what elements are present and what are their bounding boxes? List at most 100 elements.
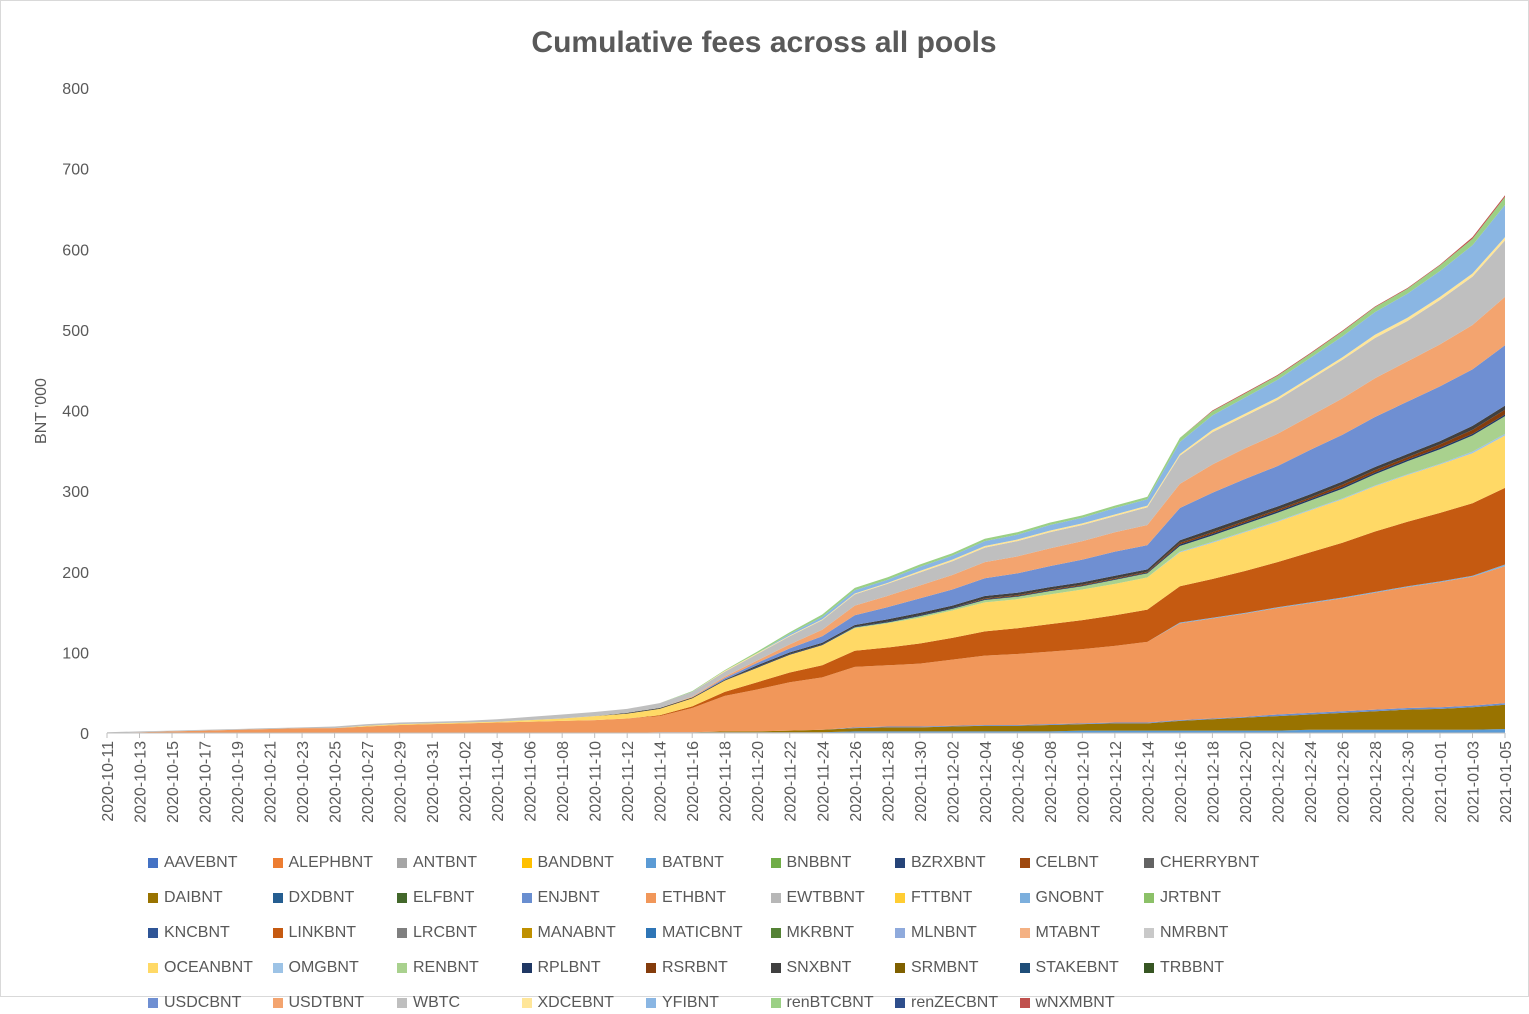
legend-item-ANTBNT: ANTBNT [397, 852, 477, 874]
x-tick-label: 2020-11-24 [815, 741, 832, 822]
legend-swatch [646, 963, 656, 973]
x-tick-label: 2020-11-28 [880, 741, 897, 822]
legend-item-LINKBNT: LINKBNT [272, 922, 357, 944]
legend-item-DXDBNT: DXDBNT [272, 887, 355, 909]
legend-swatch [272, 963, 283, 973]
legend-label: MATICBNT [662, 924, 743, 941]
chart-title: Cumulative fees across all pools [531, 26, 996, 59]
x-tick-label: 2020-11-22 [783, 741, 800, 822]
area-series-LINKBNT [107, 487, 1505, 733]
x-tick-label: 2020-10-29 [393, 741, 410, 823]
legend-label: KNCBNT [164, 924, 230, 941]
x-tick-label: 2020-12-08 [1043, 741, 1060, 823]
y-axis-label: BNT '000 [33, 378, 50, 444]
legend-swatch [521, 998, 532, 1008]
legend-label: DXDBNT [288, 889, 355, 906]
x-tick-label: 2020-12-28 [1368, 741, 1385, 823]
x-tick-label: 2020-12-04 [978, 741, 995, 823]
legend-item-USDTBNT: USDTBNT [272, 992, 364, 1014]
legend-item-RSRBNT: RSRBNT [646, 957, 728, 979]
legend-item-ETHBNT: ETHBNT [646, 887, 726, 909]
legend-label: TRBBNT [1160, 959, 1224, 976]
legend-label: RPLBNT [537, 959, 601, 976]
x-tick-label: 2020-12-24 [1303, 741, 1320, 823]
x-tick-label: 2020-12-18 [1205, 741, 1222, 823]
legend-swatch [397, 928, 407, 938]
legend-swatch [148, 963, 158, 973]
legend-label: AAVEBNT [164, 854, 238, 871]
legend-item-ALEPHBNT: ALEPHBNT [272, 852, 373, 874]
y-tick-label: 600 [62, 242, 89, 259]
legend-item-MKRBNT: MKRBNT [770, 922, 854, 944]
y-axis-ticks: 0 100 200 300 400 500 600 700 800 [62, 81, 89, 743]
legend-swatch [646, 998, 656, 1008]
legend-swatch [272, 893, 283, 903]
legend-label: MTABNT [1035, 924, 1101, 941]
legend-label: BATBNT [662, 854, 724, 871]
legend-label: GNOBNT [1035, 889, 1104, 906]
legend-label: LINKBNT [288, 924, 357, 941]
legend-label: DAIBNT [164, 889, 223, 906]
legend-swatch [895, 893, 905, 903]
legend-item-renBTCBNT: renBTCBNT [770, 992, 874, 1014]
legend-label: CHERRYBNT [1160, 854, 1260, 871]
x-tick-label: 2020-12-02 [945, 741, 962, 823]
legend-swatch [1019, 858, 1030, 868]
legend-swatch [770, 893, 781, 903]
legend-swatch [646, 858, 656, 868]
legend-swatch [1019, 998, 1030, 1008]
legend-item-BANDBNT: BANDBNT [521, 852, 614, 874]
legend-label: ETHBNT [662, 889, 726, 906]
legend-item-OMGBNT: OMGBNT [272, 957, 359, 979]
legend-swatch [148, 858, 158, 868]
x-tick-label: 2020-11-02 [458, 741, 475, 822]
legend-swatch [148, 928, 158, 938]
area-series-DAIBNT [107, 704, 1505, 733]
legend-label: ANTBNT [413, 854, 477, 871]
legend-item-MTABNT: MTABNT [1019, 922, 1101, 944]
legend-label: MANABNT [537, 924, 616, 941]
legend-item-EWTBBNT: EWTBBNT [770, 887, 865, 909]
legend-swatch [770, 998, 781, 1008]
legend-item-BATBNT: BATBNT [646, 852, 724, 874]
x-tick-label: 2020-12-14 [1140, 741, 1157, 823]
legend-label: RSRBNT [662, 959, 728, 976]
legend-label: STAKEBNT [1035, 959, 1119, 976]
legend-swatch [1019, 963, 1030, 973]
area-series-BATBNT [107, 728, 1505, 733]
legend-label: MLNBNT [911, 924, 977, 941]
legend-swatch [1019, 928, 1030, 938]
legend-label: ELFBNT [413, 889, 475, 906]
area-series-WBTC [107, 240, 1505, 733]
legend-item-STAKEBNT: STAKEBNT [1019, 957, 1119, 979]
x-tick-label: 2020-11-10 [588, 741, 605, 822]
x-tick-label: 2020-10-17 [198, 741, 215, 823]
legend-swatch [770, 928, 781, 938]
legend-item-GNOBNT: GNOBNT [1019, 887, 1104, 909]
legend-label: BNBBNT [786, 854, 852, 871]
legend-swatch [1144, 963, 1154, 973]
legend-item-FTTBNT: FTTBNT [895, 887, 972, 909]
y-tick-label: 700 [62, 162, 89, 179]
x-tick-label: 2020-11-08 [555, 741, 572, 822]
legend-swatch [272, 858, 283, 868]
legend-item-BZRXBNT: BZRXBNT [895, 852, 986, 874]
x-tick-label: 2020-11-04 [490, 741, 507, 822]
area-series-ENJBNT [107, 703, 1505, 733]
legend-item-CELBNT: CELBNT [1019, 852, 1099, 874]
legend-item-KNCBNT: KNCBNT [148, 922, 230, 944]
legend-item-WBTC: WBTC [397, 992, 460, 1014]
y-tick-label: 800 [62, 81, 89, 98]
legend-item-MATICBNT: MATICBNT [646, 922, 743, 944]
legend-item-ENJBNT: ENJBNT [521, 887, 600, 909]
legend-item-SNXBNT: SNXBNT [770, 957, 851, 979]
legend-label: BANDBNT [537, 854, 614, 871]
legend-label: RENBNT [413, 959, 479, 976]
legend-swatch [895, 928, 905, 938]
x-tick-label: 2020-12-06 [1010, 741, 1027, 823]
legend-swatch [895, 858, 905, 868]
x-tick-label: 2020-11-06 [523, 741, 540, 822]
legend-swatch [521, 963, 532, 973]
x-tick-label: 2020-12-26 [1335, 741, 1352, 823]
legend-item-OCEANBNT: OCEANBNT [148, 957, 253, 979]
